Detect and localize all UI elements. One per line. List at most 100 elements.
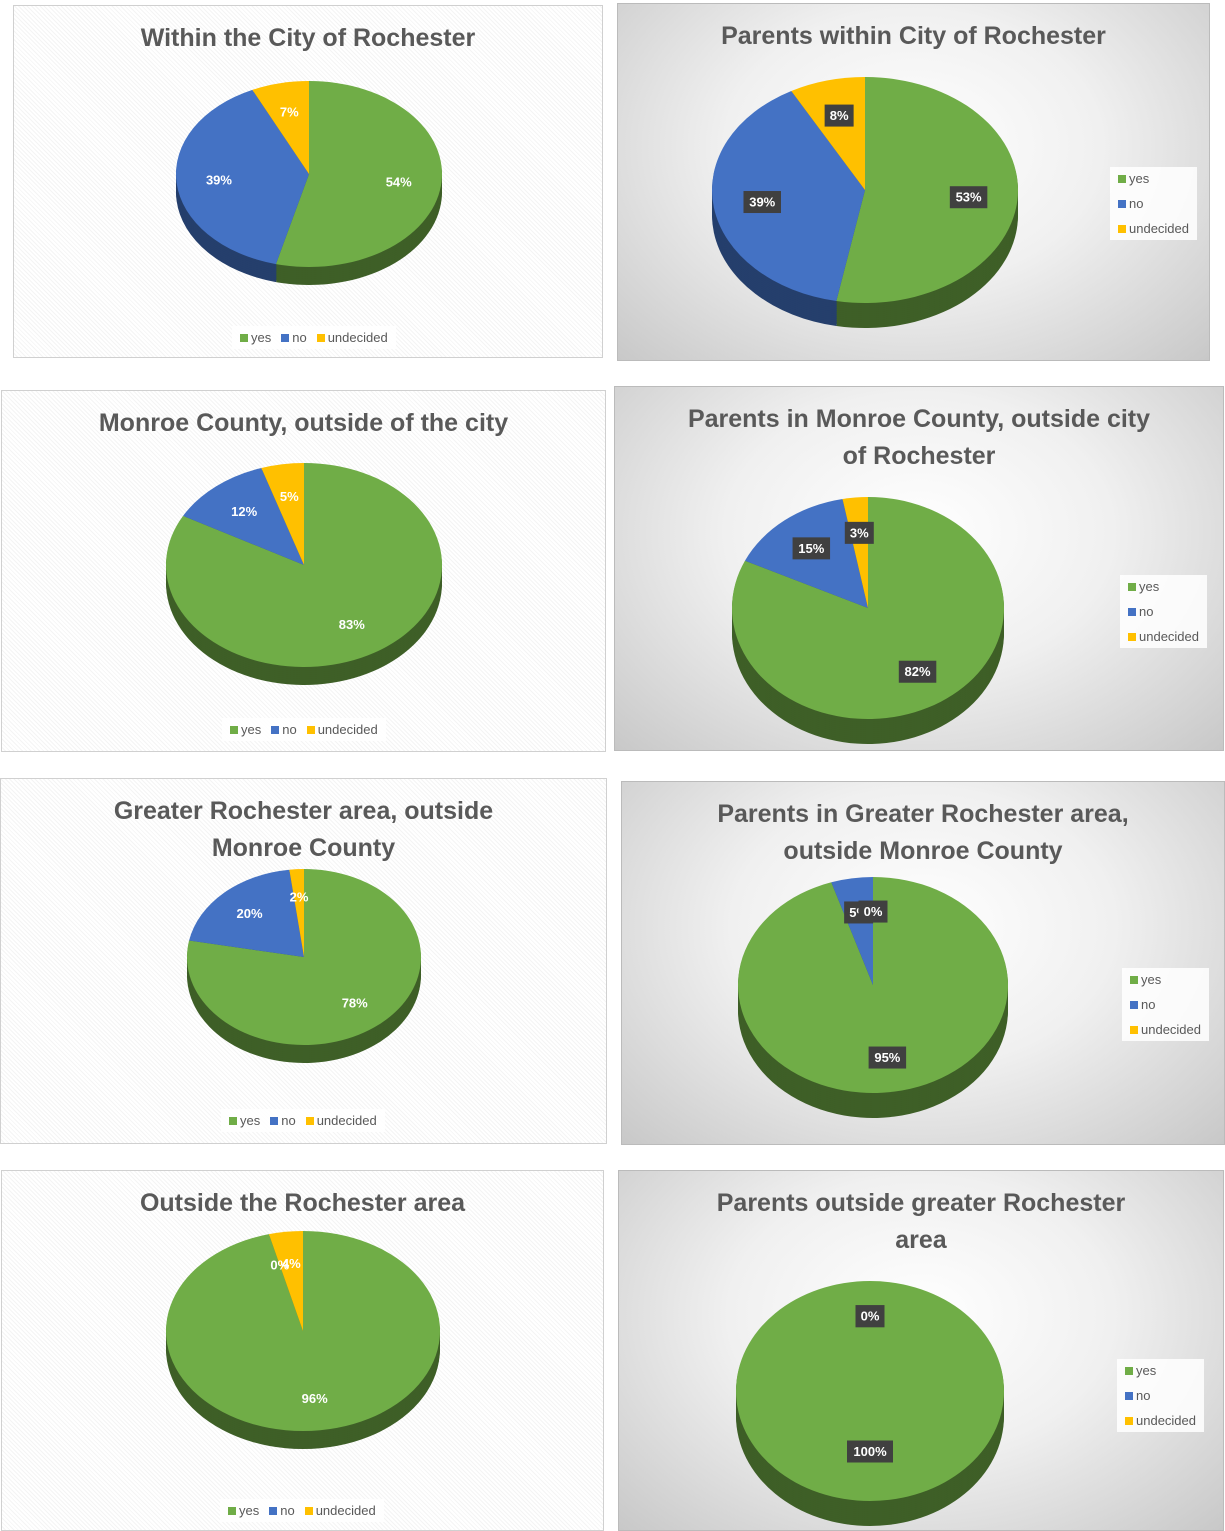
legend-label: yes (240, 1113, 261, 1128)
slice (252, 81, 309, 174)
label-box (855, 1305, 885, 1328)
chart-panel: Parents in Greater Rochester area, outsi… (621, 781, 1225, 1145)
legend-label: yes (251, 330, 272, 345)
legend-swatch (1128, 607, 1136, 616)
pie-area: 95%5%0% (738, 877, 1008, 1118)
chart-panel: Outside the Rochester area 96% 0% 4% yes no un… (1, 1170, 604, 1531)
legend: yes no undecided (1117, 1359, 1204, 1432)
label-box (949, 186, 988, 209)
legend-swatch (1130, 975, 1138, 984)
data-label: 0% (861, 1309, 880, 1324)
data-label: 39% (206, 172, 232, 187)
legend-item: no (1128, 604, 1199, 619)
legend-item: yes (229, 1113, 260, 1128)
data-label: 82% (905, 664, 931, 679)
legend-label: yes (1136, 1363, 1157, 1378)
legend-swatch (270, 1116, 279, 1125)
legend-label: yes (241, 722, 262, 737)
legend-item: yes (1128, 579, 1199, 594)
legend-swatch (271, 725, 280, 734)
slice (166, 463, 443, 667)
data-label: 53% (956, 190, 982, 205)
slice (268, 1231, 303, 1331)
legend: yes no undecided (1122, 968, 1209, 1041)
legend-label: undecided (316, 1113, 377, 1128)
legend-item: yes (1130, 972, 1201, 987)
slice (183, 467, 304, 565)
legend-label: undecided (1141, 1022, 1201, 1037)
pie-area: 83% 12% 5% (165, 463, 443, 685)
chart-panel: Parents in Monroe County, outside city o… (614, 386, 1224, 751)
legend-swatch (305, 1116, 314, 1125)
chart-title: Outside the Rochester area (139, 1189, 466, 1217)
slice (175, 89, 309, 265)
legend-item: yes (1125, 1363, 1196, 1378)
data-label: 7% (280, 105, 299, 120)
legend-label: undecided (317, 722, 378, 737)
data-label: 0% (864, 904, 883, 919)
legend-label: no (292, 330, 307, 345)
legend-label: no (1139, 604, 1154, 619)
legend: yes no undecided (221, 1109, 385, 1132)
legend-swatch (1128, 632, 1136, 641)
data-label: 96% (302, 1391, 328, 1406)
chart-title: Parents in Greater Rochester area, outsi… (717, 800, 1129, 865)
chart-panel: Parents within City of Rochester 53% 39% 8%… (617, 3, 1210, 361)
pie-area: 78% 20% 2% (186, 869, 421, 1063)
legend-swatch (281, 333, 290, 342)
slice (289, 869, 304, 957)
legend-swatch (1118, 174, 1126, 183)
chart-title: Monroe County, outside of the city (98, 409, 509, 437)
label-box (824, 104, 854, 127)
data-label: 0% (270, 1258, 289, 1273)
legend: yes no undecided (1110, 167, 1197, 240)
chart-title: Parents within City of Rochester (721, 22, 1106, 50)
pie-area: 82% 15% 3% (732, 497, 1004, 744)
slice (275, 81, 442, 267)
label-box (898, 660, 937, 683)
label-box (858, 900, 888, 923)
slice (736, 1281, 1004, 1501)
legend-item: undecided (1125, 1413, 1196, 1428)
legend-swatch (1118, 199, 1126, 208)
legend-label: undecided (327, 330, 388, 345)
pie-area: 96% 0%4% (165, 1231, 440, 1449)
label-box (792, 537, 831, 560)
slice (836, 77, 1018, 304)
legend-item: no (270, 1113, 296, 1128)
chart-panel: Greater Rochester area, outside Monroe C… (0, 778, 607, 1144)
data-label: 20% (237, 906, 263, 921)
data-label: 2% (290, 890, 309, 905)
data-label: 5% (280, 489, 299, 504)
chart-panel: Parents outside greater Rochester area 10… (618, 1170, 1224, 1531)
legend-item: undecided (1118, 221, 1189, 236)
data-label: 54% (386, 174, 412, 189)
legend-swatch (1130, 1000, 1138, 1009)
legend-item: yes (230, 722, 261, 737)
legend-swatch (229, 1116, 237, 1125)
legend-swatch (316, 333, 325, 342)
legend-item: yes (228, 1503, 259, 1518)
pie-area: 100%0%0% (736, 1281, 1004, 1526)
chart-title: Parents in Monroe County, outside city o… (687, 405, 1151, 470)
legend-item: no (1125, 1388, 1196, 1403)
legend-swatch (1130, 1025, 1138, 1034)
data-label: 83% (339, 617, 365, 632)
legend-label: no (282, 722, 297, 737)
legend-label: yes (1129, 171, 1150, 186)
legend-item: undecided (305, 1113, 377, 1128)
data-label: 39% (749, 194, 775, 209)
data-label: 15% (798, 541, 824, 556)
legend-swatch (1128, 582, 1136, 591)
data-label: 3% (850, 525, 869, 540)
legend-item: yes (240, 330, 271, 345)
data-label: 12% (231, 504, 257, 519)
legend: yes no undecided (1120, 575, 1207, 648)
label-box (844, 521, 874, 544)
label-box (847, 1440, 893, 1463)
pie-area: 54% 39% 7% (175, 81, 443, 285)
data-label: 78% (342, 996, 368, 1011)
legend-item: no (1118, 196, 1189, 211)
legend-swatch (306, 725, 315, 734)
